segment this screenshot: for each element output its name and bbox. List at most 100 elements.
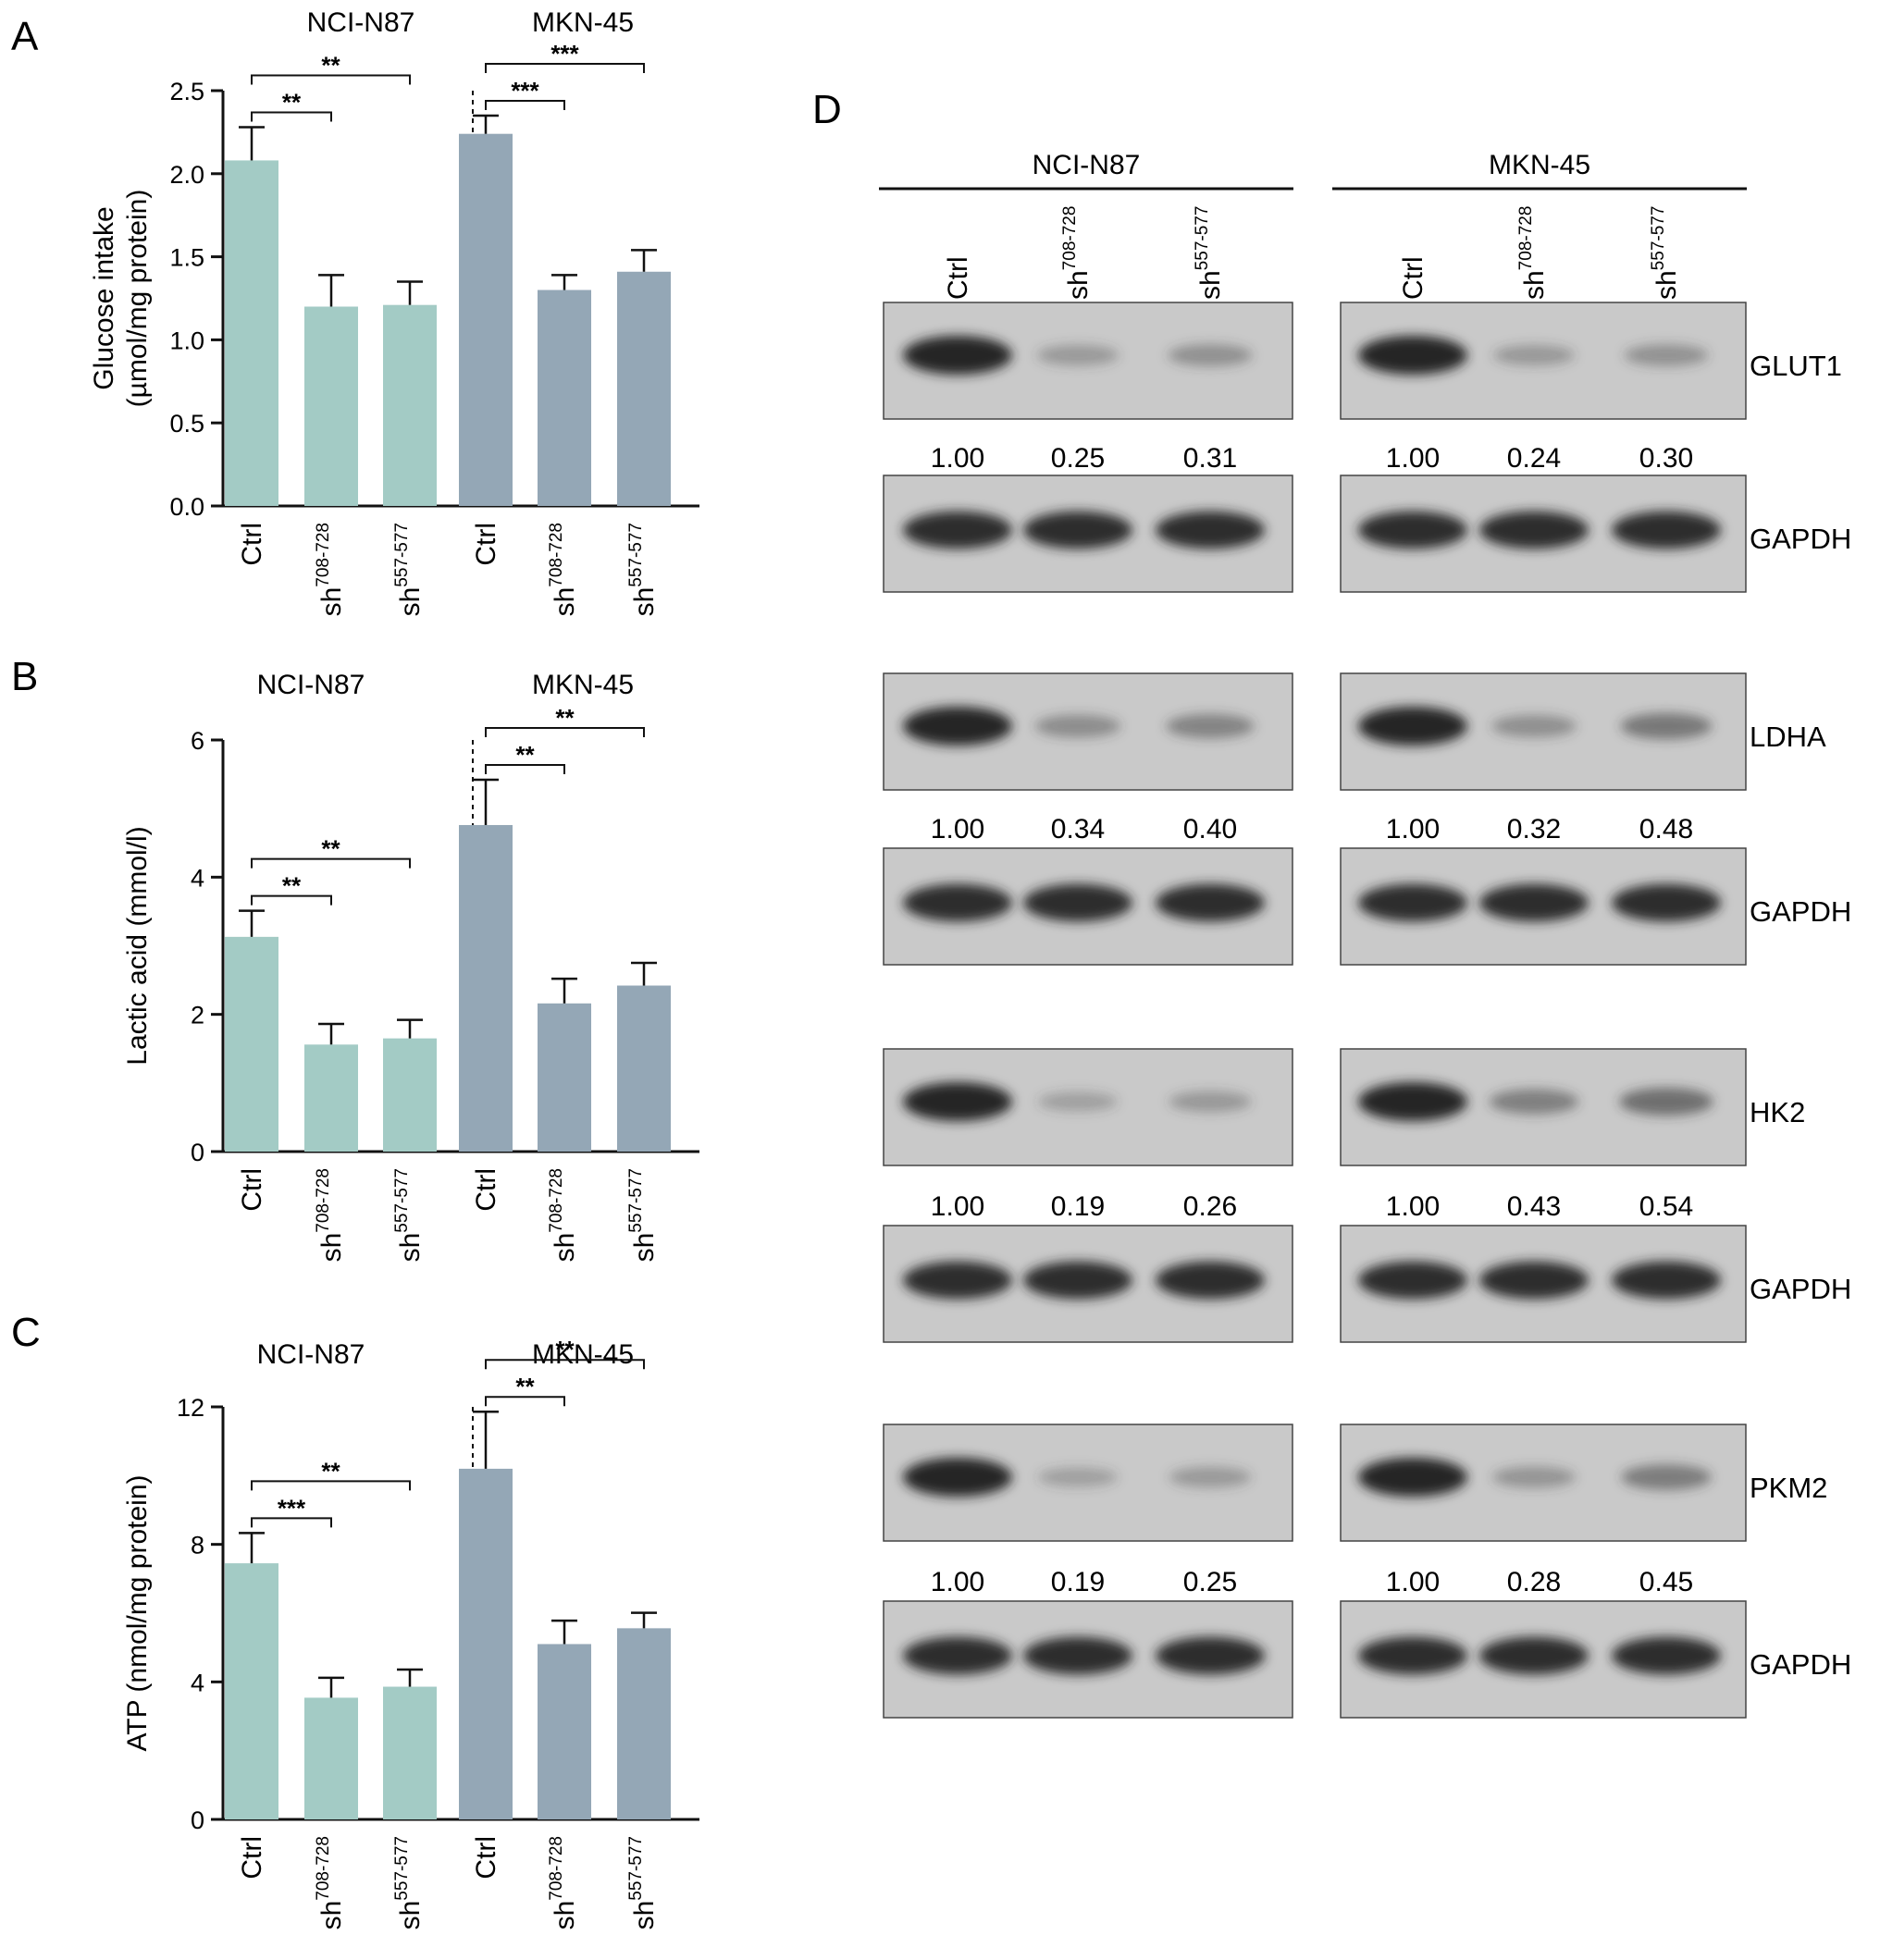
significance-label: **	[555, 1336, 575, 1363]
band-quantification: 0.19	[1051, 1191, 1105, 1222]
blot-band	[903, 707, 1012, 746]
blot-band	[1624, 344, 1709, 366]
significance-label: **	[515, 1373, 535, 1400]
blot-band	[1479, 1636, 1589, 1675]
bar	[538, 1003, 591, 1152]
y-axis-label: ATP (nmol/mg protein)	[122, 1475, 153, 1752]
lane-label-base: Ctrl	[1398, 256, 1429, 300]
blot-band	[1023, 511, 1132, 549]
y-tick-label: 1.5	[169, 244, 204, 272]
y-tick-label: 4	[191, 864, 204, 892]
lane-label-sup: 557-577	[1193, 206, 1212, 271]
x-tick-label-base: sh	[629, 1233, 660, 1263]
group-label: MKN-45	[532, 670, 634, 700]
y-tick-label: 2	[191, 1002, 204, 1029]
x-tick-label: sh708-728	[547, 1836, 580, 1929]
x-tick-label: sh557-577	[626, 1836, 660, 1929]
band-quantification: 0.34	[1051, 814, 1105, 844]
blot-band	[1037, 1467, 1119, 1487]
band-quantification: 1.00	[931, 1567, 984, 1597]
protein-label: GAPDH	[1750, 523, 1851, 555]
y-tick-label: 2.5	[169, 78, 204, 105]
significance-bracket	[485, 1359, 645, 1370]
significance-bracket	[485, 764, 565, 775]
bar	[225, 160, 278, 506]
group-label: MKN-45	[532, 1339, 634, 1370]
band-quantification: 0.43	[1507, 1191, 1561, 1222]
lane-label: sh557-577	[1193, 206, 1226, 300]
blot-band	[1491, 714, 1577, 738]
significance-bracket	[485, 727, 645, 738]
panel-letter-c: C	[11, 1310, 41, 1355]
y-tick-label: 0	[191, 1806, 204, 1834]
significance-bracket	[251, 74, 411, 85]
x-tick-label-sup: 557-577	[626, 1168, 646, 1233]
x-tick-label: sh557-577	[626, 523, 660, 616]
significance-label: **	[321, 1457, 340, 1485]
band-quantification: 1.00	[931, 814, 984, 844]
x-tick-label-base: sh	[550, 587, 580, 617]
bar	[383, 304, 437, 506]
band-quantification: 0.45	[1639, 1567, 1693, 1597]
blot-band	[1358, 883, 1467, 922]
x-tick-label-base: sh	[316, 1901, 347, 1930]
blot-band	[1620, 712, 1713, 740]
y-tick-label: 12	[177, 1394, 204, 1422]
blot-band	[1034, 714, 1121, 738]
protein-label: GAPDH	[1750, 1648, 1851, 1681]
blot-band	[1166, 713, 1255, 739]
x-tick-label-sup: 557-577	[392, 1168, 412, 1233]
band-quantification: 0.25	[1051, 443, 1105, 474]
protein-label: GLUT1	[1750, 350, 1842, 382]
x-tick-label-base: sh	[395, 587, 426, 617]
blot-band	[903, 1458, 1012, 1497]
band-quantification: 0.28	[1507, 1567, 1561, 1597]
blot-band	[1169, 1091, 1252, 1113]
x-tick-label-base: sh	[550, 1901, 580, 1930]
band-quantification: 0.26	[1183, 1191, 1237, 1222]
x-tick-label-base: sh	[316, 587, 347, 617]
x-tick-label: sh708-728	[314, 1168, 347, 1262]
protein-label: HK2	[1750, 1096, 1805, 1128]
blot-band	[1358, 1458, 1467, 1497]
panel-letter-b: B	[11, 654, 38, 699]
panel-letter-d: D	[812, 87, 842, 132]
significance-label: ***	[278, 1494, 306, 1522]
x-tick-label-base: Ctrl	[471, 1836, 501, 1880]
protein-label: GAPDH	[1750, 895, 1851, 928]
blot-band	[1156, 1636, 1265, 1675]
significance-bracket	[251, 1517, 332, 1528]
x-tick-label-sup: 557-577	[392, 1836, 412, 1901]
x-tick-label-base: Ctrl	[471, 1168, 501, 1212]
lane-label-base: sh	[1195, 270, 1226, 300]
y-tick-label: 1.0	[169, 327, 204, 354]
lane-label: Ctrl	[943, 256, 973, 300]
bar	[225, 1563, 278, 1819]
x-tick-label: sh708-728	[314, 523, 347, 616]
significance-bracket	[485, 1396, 565, 1407]
blot-band	[1612, 1636, 1721, 1675]
significance-label: **	[282, 872, 302, 900]
x-tick-label-base: Ctrl	[237, 523, 267, 566]
x-tick-label: sh557-577	[392, 523, 426, 616]
band-quantification: 0.40	[1183, 814, 1237, 844]
bar	[538, 1644, 591, 1819]
x-tick-label: sh557-577	[392, 1836, 426, 1929]
lane-label: sh557-577	[1649, 206, 1682, 300]
band-quantification: 0.30	[1639, 443, 1693, 474]
significance-label: **	[321, 52, 340, 80]
blot-band	[1612, 883, 1721, 922]
x-tick-label-sup: 557-577	[626, 1836, 646, 1901]
lane-label-sup: 708-728	[1516, 206, 1536, 271]
x-tick-label: sh708-728	[547, 523, 580, 616]
x-tick-label: sh557-577	[626, 1168, 660, 1262]
bar	[225, 936, 278, 1152]
x-tick-label-base: Ctrl	[237, 1168, 267, 1212]
significance-label: **	[515, 741, 535, 769]
x-tick-label-base: Ctrl	[237, 1836, 267, 1880]
lane-label: sh708-728	[1516, 206, 1550, 300]
y-axis-label-line2: (µmol/mg protein)	[122, 190, 153, 408]
bar-chart-a: 0.0 0.5 1.0 1.5 2.0 2.5 Glucose intake (µmol/mg…	[89, 7, 699, 616]
band-quantification: 1.00	[1386, 1567, 1440, 1597]
bar	[459, 1468, 513, 1819]
